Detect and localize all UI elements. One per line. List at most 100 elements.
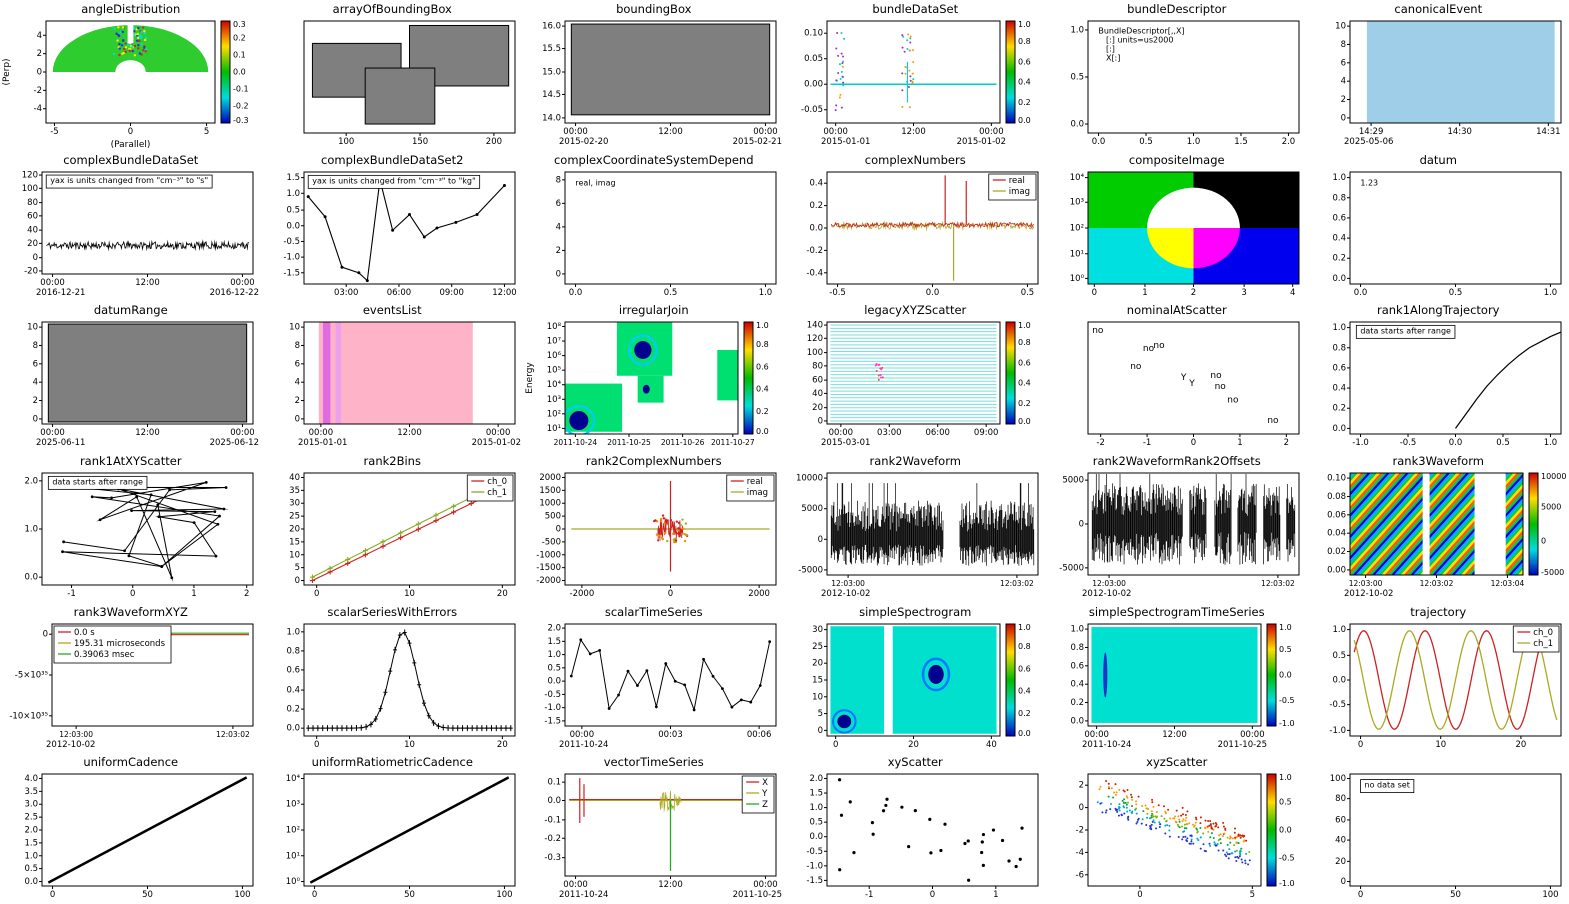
- plot-title: irregularJoin: [618, 303, 689, 318]
- plot-title: rank2ComplexNumbers: [585, 454, 722, 468]
- plot-canvas: [1046, 619, 1308, 752]
- plot-title: simpleSpectrogram: [859, 604, 972, 619]
- plot-canvas: [1307, 17, 1569, 149]
- plot-uniformCadence: uniformCadence: [0, 753, 262, 904]
- plot-rank1AlongTrajectory: rank1AlongTrajectory: [1307, 301, 1569, 452]
- plot-title: rank1AtXYScatter: [79, 454, 182, 468]
- plot-boundingBox: boundingBox: [523, 0, 785, 151]
- plot-canvas: [1307, 770, 1569, 903]
- plot-canvas: [261, 469, 523, 601]
- plot-canvas: [523, 770, 785, 903]
- plot-title: rank3Waveform: [1392, 454, 1484, 468]
- plot-canvas: [261, 318, 523, 451]
- plot-canvas: [1046, 17, 1308, 149]
- plot-compositeImage: compositeImage: [1046, 151, 1308, 302]
- plot-vectorTimeSeries: vectorTimeSeries: [523, 753, 785, 904]
- plot-canvas: [261, 167, 523, 300]
- plot-rank3WaveformXYZ: rank3WaveformXYZ: [0, 603, 262, 754]
- plot-title: bundleDescriptor: [1127, 2, 1227, 16]
- plot-title: uniformCadence: [83, 755, 179, 770]
- plot-simpleSpectrogram: simpleSpectrogram: [784, 603, 1047, 754]
- plot-title: scalarTimeSeries: [604, 604, 703, 619]
- plot-rank2WaveformRank2Offsets: rank2WaveformRank2Offsets: [1046, 452, 1308, 603]
- plot-nominalAtScatter: nominalAtScatter: [1046, 301, 1308, 452]
- plot-scalarTimeSeries: scalarTimeSeries: [523, 603, 785, 754]
- plot-title: complexNumbers: [864, 152, 966, 167]
- plot-complexBundleDataSet: complexBundleDataSet: [0, 151, 262, 302]
- plot-arrayOfBoundingBox: arrayOfBoundingBox: [261, 0, 524, 151]
- plot-datum: datum: [1307, 151, 1569, 302]
- plot-title: xyScatter: [887, 755, 943, 770]
- plot-title: canonicalEvent: [1394, 2, 1483, 16]
- plot-canvas: [1046, 318, 1308, 451]
- plot-title: trajectory: [1410, 604, 1467, 619]
- plot-title: uniformRatiometricCadence: [311, 755, 473, 770]
- plot-title: bundleDataSet: [872, 2, 959, 16]
- plot-canvas: [523, 167, 785, 300]
- plot-title: angleDistribution: [81, 2, 181, 16]
- plot-rank1AtXYScatter: rank1AtXYScatter: [0, 452, 262, 603]
- plot-trajectory: trajectory: [1307, 603, 1569, 754]
- plot-canvas: [1307, 619, 1569, 752]
- plot-no-data-set: [1307, 753, 1569, 904]
- plot-canvas: [261, 770, 523, 903]
- plot-title: nominalAtScatter: [1126, 303, 1227, 318]
- plot-canvas: [0, 318, 262, 451]
- plot-title: datum: [1419, 152, 1457, 167]
- plot-title: rank3WaveformXYZ: [73, 604, 188, 619]
- plot-canvas: [784, 167, 1046, 300]
- plot-canvas: [0, 167, 262, 300]
- plot-canvas: [784, 619, 1046, 752]
- plot-canvas: [1046, 469, 1308, 601]
- plot-canvas: [1046, 167, 1308, 300]
- plot-title: eventsList: [362, 303, 422, 318]
- plot-complexCoordinateSystemDepend: complexCoordinateSystemDepend: [523, 151, 785, 302]
- plot-rank2Bins: rank2Bins: [261, 452, 524, 603]
- plot-simpleSpectrogramTimeSeries: simpleSpectrogramTimeSeries: [1046, 603, 1308, 754]
- plot-title: simpleSpectrogramTimeSeries: [1088, 604, 1265, 619]
- plot-eventsList: eventsList: [261, 301, 524, 452]
- plot-title: legacyXYZScatter: [864, 303, 967, 318]
- plot-canvas: [0, 619, 262, 752]
- plot-canvas: [1307, 318, 1569, 451]
- plot-complexNumbers: complexNumbers: [784, 151, 1047, 302]
- plot-complexBundleDataSet2: complexBundleDataSet2: [261, 151, 524, 302]
- plot-angleDistribution: angleDistribution: [0, 0, 262, 151]
- plot-title: rank2Bins: [363, 454, 421, 468]
- plot-canvas: [523, 17, 785, 149]
- plot-rank2ComplexNumbers: rank2ComplexNumbers: [523, 452, 785, 603]
- plot-bundleDescriptor: bundleDescriptor: [1046, 0, 1308, 151]
- plot-title: complexBundleDataSet: [63, 152, 199, 167]
- plot-title: complexBundleDataSet2: [321, 152, 464, 167]
- plot-title: arrayOfBoundingBox: [332, 2, 452, 16]
- plot-canvas: [0, 469, 262, 601]
- plot-datumRange: datumRange: [0, 301, 262, 452]
- plot-scalarSeriesWithErrors: scalarSeriesWithErrors: [261, 603, 524, 754]
- plot-canvas: [784, 770, 1046, 903]
- plot-canvas: [261, 619, 523, 752]
- plot-xyzScatter: xyzScatter: [1046, 753, 1308, 904]
- plot-title: compositeImage: [1128, 152, 1225, 167]
- plot-canvas: [1307, 167, 1569, 300]
- plot-title: boundingBox: [616, 2, 692, 16]
- plot-xyScatter: xyScatter: [784, 753, 1047, 904]
- plot-canvas: [784, 17, 1046, 149]
- plot-title: scalarSeriesWithErrors: [327, 604, 458, 619]
- plot-canvas: [0, 770, 262, 903]
- plot-rank3Waveform: rank3Waveform: [1307, 452, 1569, 603]
- plot-canonicalEvent: canonicalEvent: [1307, 0, 1569, 151]
- plot-canvas: [261, 17, 523, 149]
- plot-canvas: [523, 619, 785, 752]
- plot-canvas: [0, 17, 262, 149]
- plot-canvas: [523, 318, 785, 451]
- plot-irregularJoin: irregularJoin: [523, 301, 785, 452]
- plot-bundleDataSet: bundleDataSet: [784, 0, 1047, 151]
- plot-title: xyzScatter: [1146, 755, 1208, 770]
- plot-title: datumRange: [93, 303, 168, 318]
- plot-canvas: [1307, 469, 1569, 601]
- plot-canvas: [1046, 770, 1308, 903]
- plot-title: complexCoordinateSystemDepend: [553, 152, 754, 167]
- plot-title: rank2WaveformRank2Offsets: [1092, 454, 1261, 468]
- plot-rank2Waveform: rank2Waveform: [784, 452, 1047, 603]
